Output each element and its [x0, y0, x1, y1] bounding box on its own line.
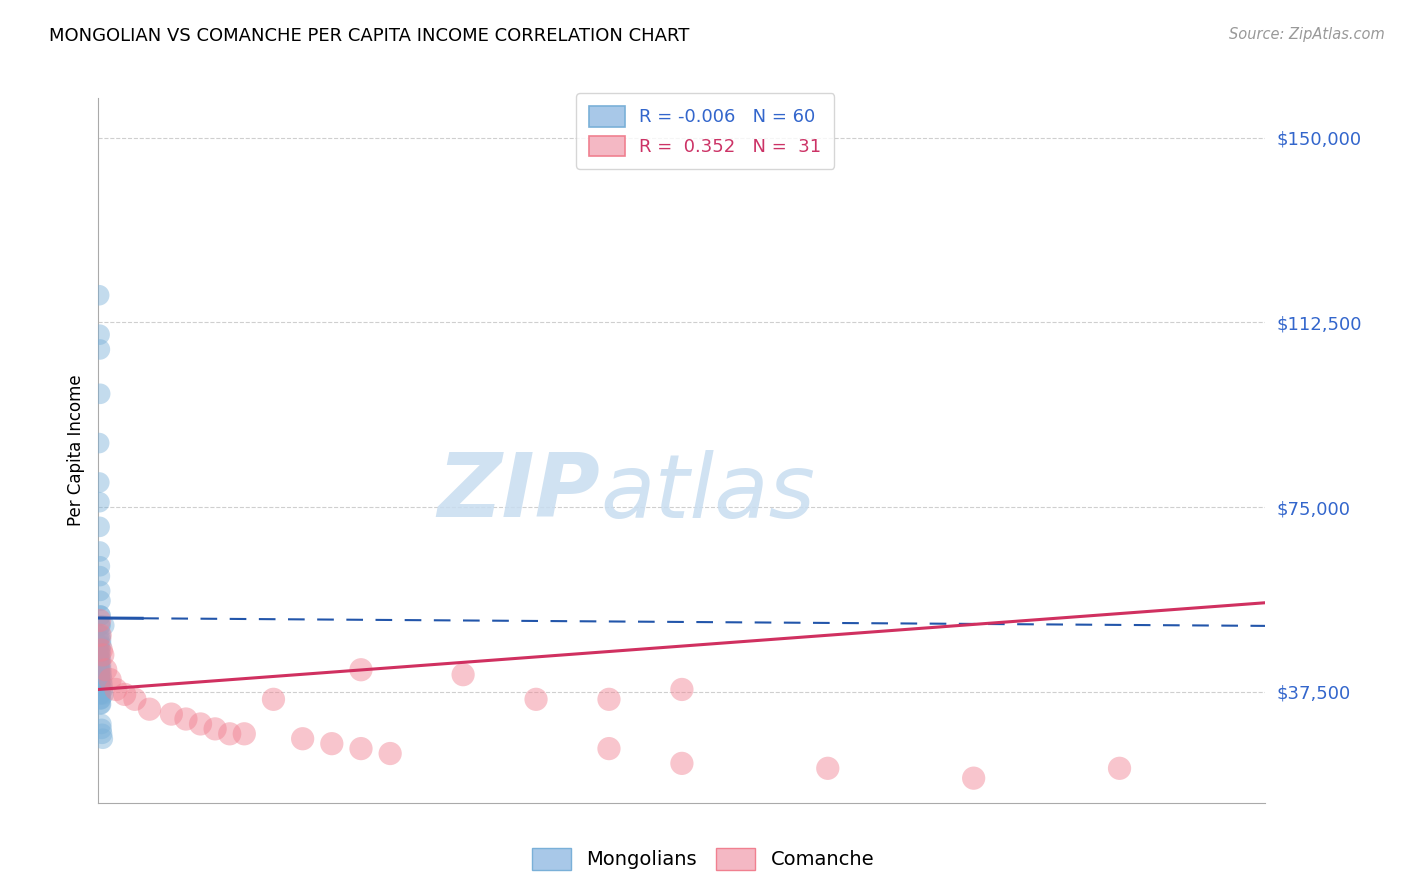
Point [89, 544, 111, 558]
Point [89, 569, 111, 583]
Point [89, 559, 111, 574]
Point [90, 717, 112, 731]
Legend: Mongolians, Comanche: Mongolians, Comanche [524, 839, 882, 878]
Point [89, 643, 111, 657]
Point [90, 687, 112, 701]
Point [263, 692, 285, 706]
Point [91, 648, 114, 662]
Point [91, 682, 114, 697]
Y-axis label: Per Capita Income: Per Capita Income [66, 375, 84, 526]
Point [174, 712, 197, 726]
Point [89, 698, 111, 712]
Point [89, 667, 111, 681]
Text: ZIP: ZIP [437, 450, 600, 536]
Point [89, 618, 111, 632]
Point [817, 761, 839, 775]
Point [90, 608, 112, 623]
Point [291, 731, 314, 746]
Point [89, 495, 111, 509]
Point [93, 618, 115, 632]
Point [190, 717, 212, 731]
Point [89, 687, 111, 701]
Point [89, 663, 111, 677]
Point [524, 692, 547, 706]
Point [962, 771, 984, 785]
Point [90, 648, 112, 662]
Point [90, 628, 112, 642]
Point [89, 593, 111, 607]
Point [89, 653, 111, 667]
Point [89, 648, 111, 662]
Point [89, 657, 111, 672]
Point [89, 653, 111, 667]
Point [90, 682, 112, 697]
Point [89, 673, 111, 687]
Point [90, 643, 112, 657]
Point [204, 722, 226, 736]
Point [90, 667, 112, 681]
Point [90, 692, 112, 706]
Point [89, 677, 111, 691]
Point [671, 756, 693, 771]
Point [89, 608, 111, 623]
Point [233, 727, 256, 741]
Point [90, 663, 112, 677]
Point [138, 702, 160, 716]
Point [89, 673, 111, 687]
Point [91, 731, 114, 746]
Point [90, 633, 112, 648]
Point [89, 628, 111, 642]
Point [89, 614, 111, 628]
Point [89, 692, 111, 706]
Point [89, 638, 111, 652]
Point [598, 692, 620, 706]
Point [89, 327, 111, 342]
Point [350, 663, 373, 677]
Point [321, 737, 343, 751]
Point [89, 520, 111, 534]
Point [91, 677, 114, 691]
Point [89, 583, 111, 598]
Point [90, 722, 112, 736]
Point [380, 747, 402, 761]
Point [91, 673, 114, 687]
Point [89, 386, 111, 401]
Point [104, 682, 127, 697]
Point [89, 436, 111, 450]
Point [89, 677, 111, 691]
Point [598, 741, 620, 756]
Point [89, 682, 111, 697]
Point [90, 638, 112, 652]
Point [90, 698, 112, 712]
Point [89, 618, 111, 632]
Point [94, 663, 117, 677]
Point [91, 727, 114, 741]
Point [124, 692, 146, 706]
Point [93, 687, 115, 701]
Text: Source: ZipAtlas.com: Source: ZipAtlas.com [1229, 27, 1385, 42]
Point [90, 643, 112, 657]
Point [114, 687, 136, 701]
Point [98, 673, 121, 687]
Point [89, 343, 111, 357]
Point [1108, 761, 1130, 775]
Point [90, 653, 112, 667]
Text: MONGOLIAN VS COMANCHE PER CAPITA INCOME CORRELATION CHART: MONGOLIAN VS COMANCHE PER CAPITA INCOME … [49, 27, 689, 45]
Point [89, 663, 111, 677]
Legend: R = -0.006   N = 60, R =  0.352   N =  31: R = -0.006 N = 60, R = 0.352 N = 31 [576, 93, 834, 169]
Point [89, 288, 111, 302]
Point [451, 667, 474, 681]
Point [89, 475, 111, 490]
Point [160, 707, 183, 722]
Point [89, 667, 111, 681]
Point [218, 727, 240, 741]
Point [89, 633, 111, 648]
Point [671, 682, 693, 697]
Text: atlas: atlas [600, 450, 815, 536]
Point [89, 657, 111, 672]
Point [90, 657, 112, 672]
Point [350, 741, 373, 756]
Point [89, 628, 111, 642]
